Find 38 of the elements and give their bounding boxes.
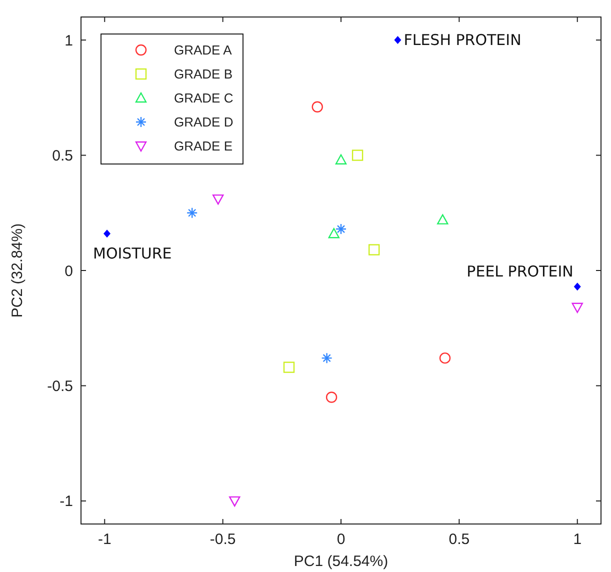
point — [394, 36, 402, 44]
y-tick-label: -1 — [60, 493, 73, 510]
point — [439, 352, 451, 364]
point — [186, 207, 198, 218]
point — [368, 244, 380, 256]
point — [321, 352, 332, 364]
point — [328, 228, 340, 238]
y-axis-title: PC2 (32.84%) — [9, 223, 26, 318]
point — [283, 362, 295, 373]
x-tick-label: 0.5 — [448, 531, 470, 548]
point — [335, 154, 347, 164]
x-tick-label: -0.5 — [210, 531, 236, 548]
legend-label: GRADE A — [174, 42, 232, 58]
x-tick-label: 1 — [573, 531, 582, 548]
point — [437, 214, 448, 224]
legend-label: GRADE E — [174, 138, 233, 154]
annotation: FLESH PROTEIN — [404, 31, 522, 50]
point — [352, 150, 364, 161]
annotation: MOISTURE — [93, 244, 172, 263]
x-tick-label: -1 — [98, 531, 112, 548]
y-tick-label: 0 — [64, 262, 73, 280]
annotation: PEEL PROTEIN — [466, 262, 574, 281]
point — [335, 223, 347, 235]
y-tick-label: 0.5 — [52, 148, 73, 165]
legend-label: GRADE B — [174, 66, 233, 82]
point — [326, 392, 338, 403]
point — [104, 230, 110, 238]
point — [312, 101, 323, 112]
legend-label: GRADE C — [174, 90, 234, 106]
point — [574, 282, 581, 291]
point — [229, 496, 240, 507]
legend-label: GRADE D — [174, 114, 234, 130]
point — [572, 302, 583, 313]
y-tick-label: 1 — [64, 32, 73, 50]
point — [212, 194, 224, 205]
x-axis-title: PC1 (54.54%) — [294, 553, 388, 570]
y-tick-label: -0.5 — [47, 378, 73, 395]
x-tick-label: 0 — [336, 531, 346, 548]
